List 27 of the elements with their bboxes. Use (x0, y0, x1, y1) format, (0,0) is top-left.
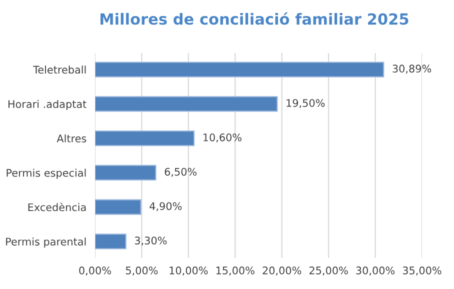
y-tick-label: Horari .adaptat (8, 100, 86, 110)
y-tick-label: Permis especial (6, 168, 86, 179)
x-tick-label: 30,00% (356, 266, 395, 276)
bar (95, 164, 156, 180)
y-tick-label: Excedència (28, 202, 86, 212)
y-tick-label: Permis parental (6, 238, 86, 248)
bar (95, 234, 126, 250)
x-tick-label: 10,00% (170, 266, 208, 276)
data-label: 10,60% (204, 133, 242, 142)
x-tick-label: 35,00% (402, 266, 442, 276)
x-tick-label: 25,00% (309, 266, 348, 276)
bar (95, 62, 384, 78)
data-label: 30,89% (392, 64, 432, 74)
x-tick-label: 20,00% (262, 266, 302, 276)
data-label: 3,30% (134, 236, 167, 246)
bar (95, 199, 142, 215)
data-label: 4,90% (150, 202, 182, 212)
bar (95, 130, 195, 146)
data-label: 19,50% (286, 99, 325, 108)
y-tick-label: Altres (56, 134, 86, 142)
x-tick-label: 5,00% (126, 266, 158, 276)
data-label: 6,50% (164, 168, 197, 177)
bar (95, 96, 278, 112)
x-tick-label: 0,00% (79, 266, 111, 276)
chart-title: Millores de conciliació familiar 2025 (100, 12, 408, 25)
x-tick-label: 15,00% (216, 266, 254, 276)
y-tick-label: Teletreball (33, 66, 86, 74)
